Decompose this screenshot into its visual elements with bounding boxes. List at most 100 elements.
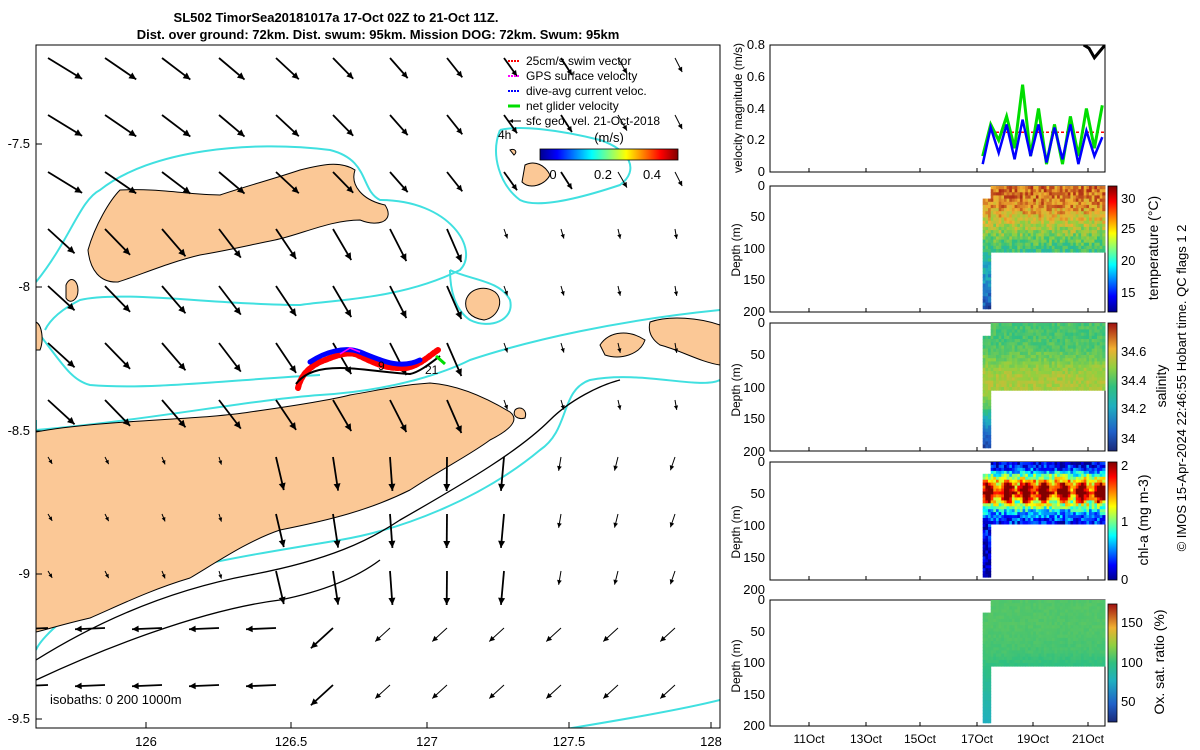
heatmap-cell (1025, 339, 1029, 343)
heatmap-cell (1057, 245, 1061, 250)
heatmap-cell (1086, 335, 1090, 340)
heatmap-cell (996, 476, 1000, 481)
heatmap-cell (1067, 374, 1071, 378)
heatmap-cell (1049, 622, 1053, 626)
heatmap-cell (1094, 482, 1098, 487)
heatmap-cell (1081, 615, 1085, 620)
heatmap-cell (1030, 217, 1034, 222)
heatmap-cell (982, 612, 986, 617)
heatmap-cell (1001, 358, 1005, 362)
heatmap-cell (1059, 625, 1063, 629)
heatmap-cell (1049, 335, 1053, 340)
heatmap-cell (1017, 211, 1021, 215)
heatmap-cell (1027, 462, 1032, 466)
annotation-9: 9 (378, 359, 385, 373)
heatmap-cell (998, 239, 1002, 244)
geo-vel-arrowhead (401, 185, 408, 193)
heatmap-cell (985, 669, 989, 673)
heatmap-cell (1041, 600, 1045, 604)
heatmap-cell (1006, 631, 1010, 636)
heatmap-cell (1001, 470, 1005, 475)
heatmap-cell (1049, 239, 1053, 244)
heatmap-cell (1049, 631, 1053, 636)
heatmap-cell (1051, 631, 1055, 636)
heatmap-cell (1043, 364, 1047, 369)
heatmap-cell (1057, 482, 1061, 487)
heatmap-cell (1102, 479, 1106, 484)
heatmap-cell (988, 541, 992, 546)
heatmap-cell (1011, 506, 1016, 510)
heatmap-cell (1011, 637, 1016, 642)
heatmap-cell (1073, 192, 1077, 196)
heatmap-cell (1081, 323, 1085, 327)
heatmap-cell (1022, 622, 1026, 626)
heatmap-cell (1083, 634, 1087, 639)
heatmap-cell (1081, 659, 1085, 664)
heatmap-cell (1097, 211, 1101, 215)
geo-vel-arrowhead (498, 540, 506, 548)
heatmap-cell (1027, 383, 1032, 388)
heatmap-cell (1086, 339, 1090, 343)
heatmap-cell (985, 383, 989, 388)
heatmap-cell (1097, 361, 1101, 366)
heatmap-cell (1001, 332, 1005, 337)
heatmap-cell (1091, 361, 1095, 366)
heatmap-cell (1067, 518, 1071, 522)
geo-vel-arrowhead (677, 123, 683, 130)
heatmap-cell (990, 462, 994, 466)
heatmap-cell (1017, 515, 1021, 519)
heatmap-cell (1089, 226, 1093, 231)
heatmap-cell (982, 659, 986, 664)
heatmap-cell (1062, 473, 1066, 478)
heatmap-cell (1091, 659, 1095, 664)
heatmap-cell (1038, 332, 1042, 337)
heatmap-cell (1025, 223, 1029, 228)
heatmap-cell (1051, 377, 1055, 382)
heatmap-cell (1073, 351, 1077, 356)
heatmap-cell (1065, 625, 1069, 629)
heatmap-cell (1001, 380, 1005, 385)
heatmap-cell (1009, 464, 1013, 469)
heatmap-cell (982, 396, 986, 401)
map-colorbar-tick-0: 0 (549, 167, 556, 182)
heatmap-cell (1006, 233, 1010, 237)
heatmap-cell (1081, 242, 1085, 247)
heatmap-cell (1057, 351, 1061, 356)
heatmap-cell (990, 380, 994, 385)
heatmap-cell (1009, 345, 1013, 350)
heatmap-cell (993, 192, 997, 196)
heatmap-cell (1004, 355, 1008, 359)
heatmap-cell (990, 335, 994, 340)
heatmap-cell (1051, 518, 1055, 522)
heatmap-cell (1081, 377, 1085, 382)
heatmap-cell (1062, 189, 1066, 193)
heatmap-cell (1070, 641, 1074, 645)
heatmap-cell (1038, 326, 1042, 330)
heatmap-cell (1043, 358, 1047, 362)
heatmap-cell (1001, 374, 1005, 378)
heatmap-cell (985, 491, 989, 495)
heatmap-cell (988, 242, 992, 247)
heatmap-cell (1073, 482, 1077, 487)
heatmap-cell (988, 506, 992, 510)
heatmap-cell (1004, 485, 1008, 490)
heatmap-cell (1038, 239, 1042, 244)
heatmap-cell (1043, 204, 1047, 209)
heatmap-cell (1051, 644, 1055, 648)
chla-colorbar (1107, 461, 1118, 581)
heatmap-cell (1065, 462, 1069, 466)
heatmap-cell (1083, 233, 1087, 237)
heatmap-cell (1075, 226, 1079, 231)
heatmap-cell (1065, 204, 1069, 209)
heatmap-cell (1019, 482, 1024, 487)
heatmap-cell (1009, 198, 1013, 203)
heatmap-cell (1062, 192, 1066, 196)
heatmap-cell (1078, 612, 1082, 617)
heatmap-cell (1081, 201, 1085, 206)
heatmap-cell (1004, 380, 1008, 385)
velocity-frame (769, 44, 1106, 173)
heatmap-cell (1035, 249, 1040, 253)
heatmap-cell (1014, 500, 1018, 504)
heatmap-cell (993, 204, 997, 209)
temp-colorbar (1107, 185, 1118, 313)
